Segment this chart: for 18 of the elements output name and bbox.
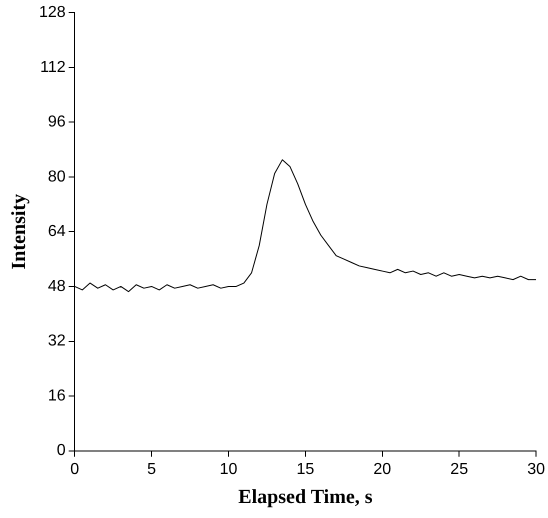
x-tick-label: 5 [147,460,156,478]
y-tick-label: 16 [48,387,66,404]
y-tick-label: 64 [48,223,66,240]
x-tick-label: 0 [70,460,80,478]
y-tick-label: 0 [56,442,66,460]
y-tick-label: 96 [48,114,66,131]
x-tick-label: 10 [220,460,238,478]
y-tick-label: 48 [48,278,66,295]
x-tick-label: 30 [527,460,546,478]
y-tick-label: 128 [38,4,66,22]
y-tick-label: 32 [48,332,66,350]
y-axis-title: Intensity [8,194,30,270]
x-tick-label: 20 [373,460,392,478]
y-tick-label: 80 [48,168,66,186]
y-tick-label: 112 [40,58,66,76]
x-tick-label: 15 [296,460,314,478]
x-axis-title: Elapsed Time, s [238,486,373,508]
x-tick-label: 25 [450,460,468,478]
